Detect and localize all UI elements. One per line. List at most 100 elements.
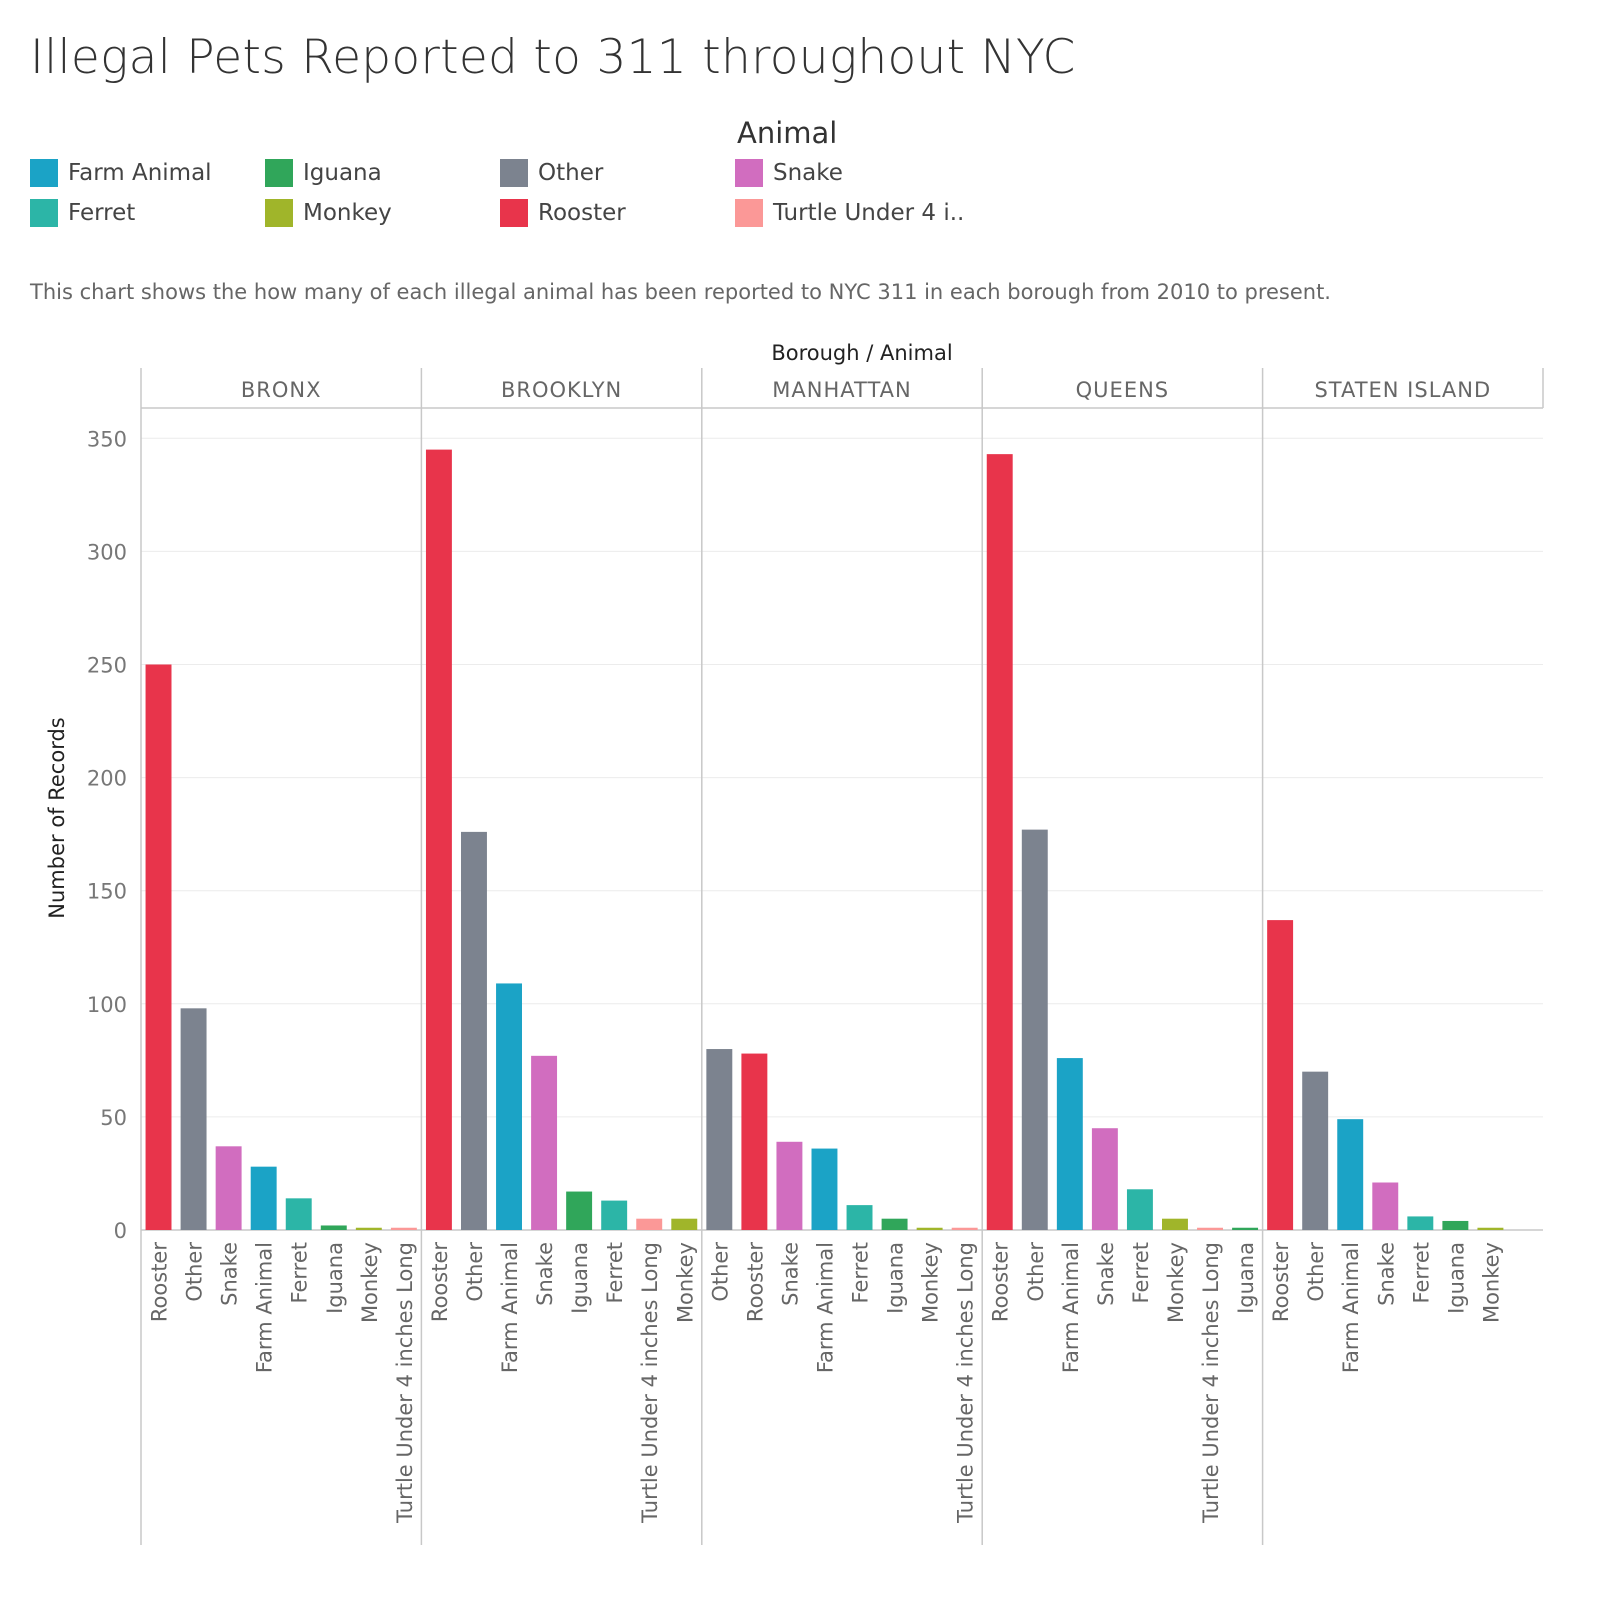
bar[interactable] xyxy=(180,1008,207,1230)
bar[interactable] xyxy=(636,1218,663,1230)
bar[interactable] xyxy=(496,983,522,1230)
legend-item-rooster[interactable]: Rooster xyxy=(500,198,626,228)
x-tick-label: Other xyxy=(1304,1242,1328,1302)
legend-swatch xyxy=(265,159,293,187)
legend-item-ferret[interactable]: Ferret xyxy=(30,198,135,228)
bar[interactable] xyxy=(1302,1071,1329,1230)
panel-bronx: BRONX Rooster Other Snake Farm Animal Ferret I… xyxy=(140,368,422,1545)
y-tick-label: 200 xyxy=(87,767,127,791)
y-tick-label: 0 xyxy=(114,1219,127,1243)
bar[interactable] xyxy=(1021,829,1048,1230)
panel-manhattan: MANHATTAN Other Rooster Snake Farm Animal Fer… xyxy=(701,368,983,1545)
bar[interactable] xyxy=(1162,1218,1188,1230)
x-tick-label: Rooster xyxy=(1269,1242,1293,1322)
legend-swatch xyxy=(30,199,58,227)
bar[interactable] xyxy=(846,1205,873,1230)
bar[interactable] xyxy=(390,1227,417,1230)
x-tick-label: Turtle Under 4 inches Long xyxy=(393,1242,417,1524)
x-tick-label: Snake xyxy=(1374,1242,1398,1306)
bar[interactable] xyxy=(145,664,172,1231)
bar[interactable] xyxy=(285,1198,312,1230)
bar[interactable] xyxy=(1056,1058,1083,1230)
bar[interactable] xyxy=(355,1227,382,1230)
legend-swatch xyxy=(500,159,528,187)
legend: Farm Animal Ferret Iguana Monkey Other R… xyxy=(30,158,1030,238)
legend-item-monkey[interactable]: Monkey xyxy=(265,198,392,228)
bar[interactable] xyxy=(881,1218,908,1230)
bar[interactable] xyxy=(1372,1182,1399,1230)
y-tick-label: 50 xyxy=(100,1106,127,1130)
bar[interactable] xyxy=(1407,1216,1434,1230)
x-tick-label: Ferret xyxy=(288,1242,312,1303)
legend-item-other[interactable]: Other xyxy=(500,158,603,188)
x-tick-label: Farm Animal xyxy=(253,1242,277,1373)
x-tick-label: Farm Animal xyxy=(1339,1242,1363,1373)
bar[interactable] xyxy=(1091,1128,1118,1230)
bar[interactable] xyxy=(1267,920,1294,1230)
x-tick-label: Iguana xyxy=(1444,1242,1468,1314)
legend-swatch xyxy=(735,199,763,227)
bar[interactable] xyxy=(1197,1227,1223,1230)
x-tick-label: Snake xyxy=(1094,1242,1118,1306)
legend-item-farm-animal[interactable]: Farm Animal xyxy=(30,158,212,188)
bar[interactable] xyxy=(566,1191,593,1230)
x-tick-label: Snake xyxy=(533,1242,557,1306)
y-axis-title: Number of Records xyxy=(45,717,69,918)
panel-header: STATEN ISLAND xyxy=(1314,378,1491,402)
bar[interactable] xyxy=(671,1218,698,1230)
x-tick-label: Rooster xyxy=(148,1242,172,1322)
bar[interactable] xyxy=(250,1166,277,1230)
x-tick-label: Other xyxy=(708,1242,732,1302)
legend-item-iguana[interactable]: Iguana xyxy=(265,158,382,188)
legend-swatch xyxy=(30,159,58,187)
legend-item-snake[interactable]: Snake xyxy=(735,158,843,188)
x-tick-label: Iguana xyxy=(323,1242,347,1314)
legend-item-turtle[interactable]: Turtle Under 4 i.. xyxy=(735,198,964,228)
y-tick-label: 150 xyxy=(87,880,127,904)
panel-header: BROOKLYN xyxy=(501,378,622,402)
bar[interactable] xyxy=(1337,1119,1364,1230)
x-tick-label: Monkey xyxy=(1164,1242,1188,1323)
panel-queens: QUEENS Rooster Other Farm Animal Snake Ferret… xyxy=(981,368,1263,1545)
bar[interactable] xyxy=(320,1225,347,1230)
panel-header: BRONX xyxy=(241,378,322,402)
y-axis: 0 50 100 150 200 250 300 350 xyxy=(87,427,127,1243)
legend-label: Other xyxy=(538,160,604,186)
bar[interactable] xyxy=(741,1053,768,1230)
y-tick-label: 250 xyxy=(87,654,127,678)
bar[interactable] xyxy=(706,1049,733,1230)
bar[interactable] xyxy=(461,831,487,1230)
bar[interactable] xyxy=(916,1227,943,1230)
x-tick-label: Ferret xyxy=(1409,1242,1433,1303)
x-tick-label: Snake xyxy=(778,1242,802,1306)
bar[interactable] xyxy=(776,1141,803,1230)
bar[interactable] xyxy=(1232,1227,1259,1230)
bar[interactable] xyxy=(951,1227,978,1230)
column-header: Borough / Animal xyxy=(771,341,952,365)
chart-title: Illegal Pets Reported to 311 throughout … xyxy=(30,30,1076,85)
x-tick-label: Farm Animal xyxy=(813,1242,837,1373)
bar[interactable] xyxy=(531,1055,558,1230)
x-tick-label: Monkey xyxy=(673,1242,697,1323)
bar[interactable] xyxy=(1477,1227,1504,1230)
bar[interactable] xyxy=(1126,1189,1153,1230)
x-tick-label: Farm Animal xyxy=(1059,1242,1083,1373)
bar[interactable] xyxy=(1442,1220,1469,1230)
bar[interactable] xyxy=(986,454,1013,1230)
bar[interactable] xyxy=(215,1146,242,1230)
x-tick-label: Monkey xyxy=(358,1242,382,1323)
legend-swatch xyxy=(500,199,528,227)
bar[interactable] xyxy=(425,449,452,1230)
bar[interactable] xyxy=(811,1148,838,1230)
x-tick-label: Iguana xyxy=(568,1242,592,1314)
bar[interactable] xyxy=(601,1200,628,1230)
x-tick-label: Turtle Under 4 inches Long xyxy=(954,1242,978,1524)
legend-label: Farm Animal xyxy=(68,160,212,186)
legend-label: Monkey xyxy=(303,200,392,226)
x-tick-label: Ferret xyxy=(849,1242,873,1303)
legend-label: Snake xyxy=(773,160,843,186)
legend-label: Rooster xyxy=(538,200,626,226)
x-tick-label: Monkey xyxy=(1479,1242,1503,1323)
x-tick-label: Other xyxy=(1024,1242,1048,1302)
